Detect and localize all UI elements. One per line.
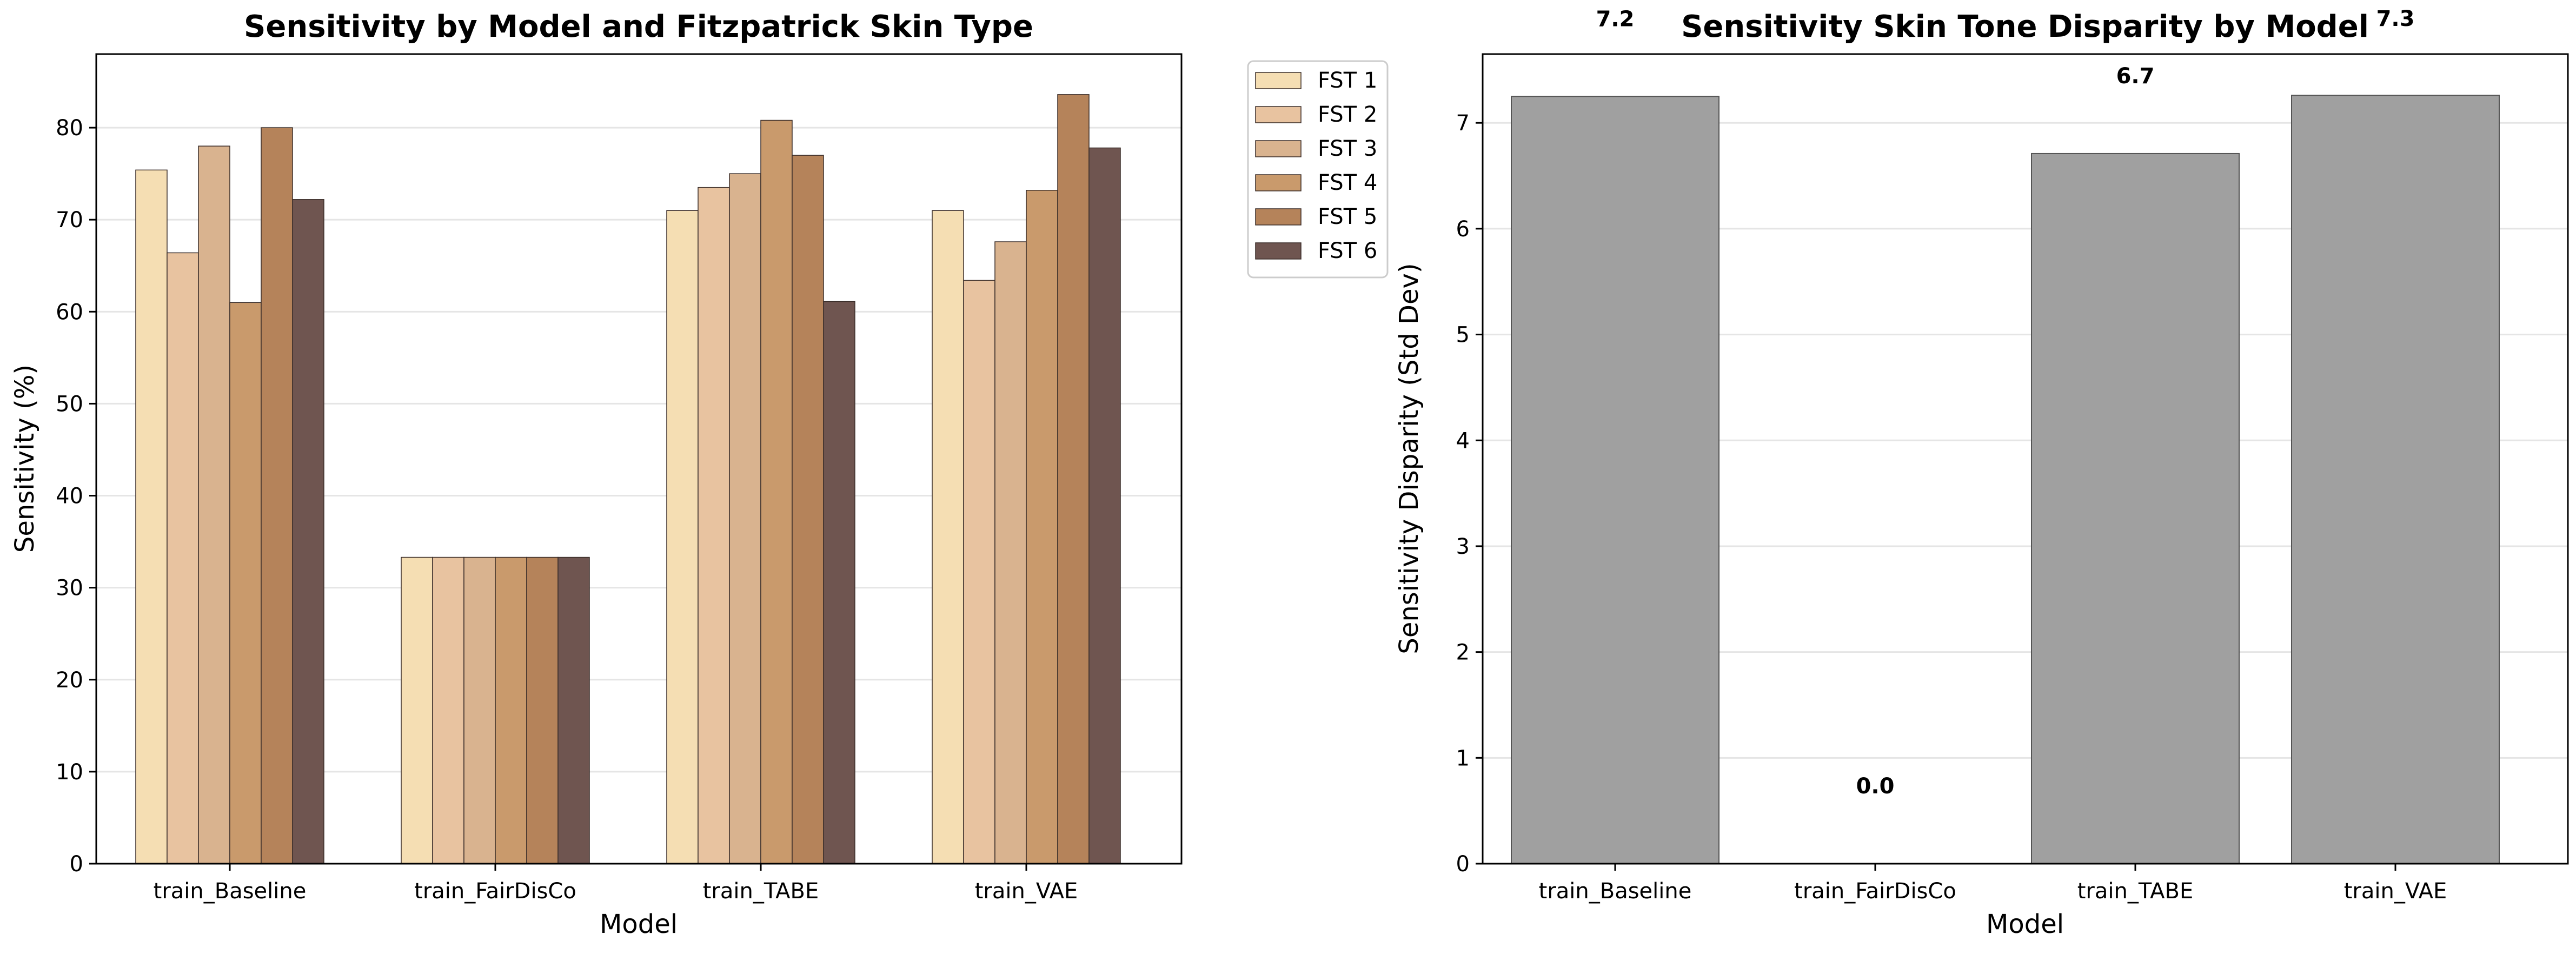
legend-label-fst-2: FST 2 xyxy=(1318,102,1377,127)
bar-train-vae-fst-1 xyxy=(932,210,964,864)
bar-train-vae-fst-4 xyxy=(1026,190,1058,864)
chart1-y-axis-label: Sensitivity (%) xyxy=(10,365,40,553)
chart2-x-axis-ticks: train_Baseline train_FairDisCo train_TABE t… xyxy=(1539,864,2447,904)
chart1-title: Sensitivity by Model and Fitzpatrick Ski… xyxy=(244,9,1033,44)
chart1-y-axis-ticks: 0 10 20 30 40 50 60 70 80 xyxy=(56,116,96,877)
bar-train-fairdisco-fst-3 xyxy=(463,556,496,864)
bar-train-vae-fst-2 xyxy=(963,280,995,864)
bar-train-tabe-fst-2 xyxy=(698,187,730,864)
chart1-x-tick-label: train_TABE xyxy=(703,879,819,904)
chart2-y-tick-label: 4 xyxy=(1456,428,1470,453)
bar-train-baseline-fst-1 xyxy=(135,169,168,864)
chart2-y-tick-label: 0 xyxy=(1456,852,1470,877)
chart2-x-axis-label: Model xyxy=(1986,909,2064,939)
legend-swatch-fst-6 xyxy=(1255,242,1302,260)
chart1-y-tick-label: 80 xyxy=(56,116,83,141)
bar-train-vae-fst-3 xyxy=(994,241,1027,864)
bar-train-vae-fst-5 xyxy=(1057,94,1090,864)
chart1-plot-frame xyxy=(95,53,1183,865)
chart1-y-tick-label: 10 xyxy=(56,760,83,785)
chart2-plot-frame xyxy=(1482,53,2569,865)
chart2-y-axis-label: Sensitivity Disparity (Std Dev) xyxy=(1394,263,1424,654)
chart2-y-tick-label: 2 xyxy=(1456,640,1470,665)
chart2-value-labels: 7.2 0.0 6.7 7.3 xyxy=(1596,6,2415,799)
chart1-x-tick-label: train_FairDisCo xyxy=(414,879,576,904)
value-label-train-vae: 7.3 xyxy=(2376,6,2415,31)
bar-train-tabe-fst-1 xyxy=(666,210,699,864)
chart1-y-tick-label: 20 xyxy=(56,668,83,693)
chart1-y-tick-label: 30 xyxy=(56,576,83,601)
bar-train-baseline-fst-6 xyxy=(292,199,324,864)
value-label-train-tabe: 6.7 xyxy=(2116,64,2155,89)
chart1-y-tick-label: 60 xyxy=(56,300,83,324)
chart2-bars xyxy=(1511,95,2500,865)
bar-train-tabe xyxy=(2031,153,2240,865)
bar-train-baseline-fst-5 xyxy=(261,127,293,864)
chart1-y-tick-label: 70 xyxy=(56,208,83,233)
bar-train-vae-fst-6 xyxy=(1088,147,1121,864)
bar-train-fairdisco-fst-6 xyxy=(557,556,590,864)
bar-train-fairdisco-fst-2 xyxy=(432,556,464,864)
chart1-y-tick-label: 50 xyxy=(56,392,83,416)
legend-label-fst-1: FST 1 xyxy=(1318,68,1377,93)
chart2-y-tick-label: 7 xyxy=(1456,111,1470,136)
legend-label-fst-5: FST 5 xyxy=(1318,204,1377,229)
value-label-train-fairdisco: 0.0 xyxy=(1856,774,1895,799)
bar-train-baseline-fst-2 xyxy=(167,252,199,864)
chart1-y-tick-label: 0 xyxy=(70,852,83,877)
chart1-y-tick-label: 40 xyxy=(56,484,83,509)
chart1-bars xyxy=(135,94,1121,864)
legend-swatch-fst-1 xyxy=(1255,72,1302,89)
chart2-y-tick-label: 5 xyxy=(1456,323,1470,348)
chart2-x-tick-label: train_Baseline xyxy=(1539,879,1692,904)
legend-swatch-fst-5 xyxy=(1255,208,1302,226)
chart2-y-axis-ticks: 0 1 2 3 4 5 6 7 xyxy=(1456,111,1483,877)
legend-label-fst-6: FST 6 xyxy=(1318,239,1377,263)
chart2-x-tick-label: train_TABE xyxy=(2077,879,2194,904)
bar-train-tabe-fst-4 xyxy=(760,120,793,864)
value-label-train-baseline: 7.2 xyxy=(1596,6,1635,31)
bar-train-baseline-fst-4 xyxy=(229,302,262,864)
chart2-y-tick-label: 6 xyxy=(1456,217,1470,242)
bar-train-tabe-fst-3 xyxy=(729,173,761,864)
chart2-y-tick-label: 3 xyxy=(1456,534,1470,559)
chart1-x-tick-label: train_Baseline xyxy=(154,879,307,904)
bar-train-fairdisco-fst-5 xyxy=(526,556,559,864)
chart1-x-tick-label: train_VAE xyxy=(975,879,1078,904)
legend-swatch-fst-2 xyxy=(1255,106,1302,123)
bar-train-tabe-fst-6 xyxy=(823,301,855,864)
legend-label-fst-3: FST 3 xyxy=(1318,136,1377,161)
chart2-title: Sensitivity Skin Tone Disparity by Model xyxy=(1681,9,2369,44)
bar-train-baseline-fst-3 xyxy=(198,145,230,864)
chart1-x-axis-label: Model xyxy=(600,909,678,939)
bar-train-fairdisco-fst-4 xyxy=(495,556,527,864)
bar-train-fairdisco-fst-1 xyxy=(401,556,433,864)
chart1-legend: FST 1 FST 2 FST 3 FST 4 FST 5 FST 6 xyxy=(1247,60,1389,279)
chart2-y-tick-label: 1 xyxy=(1456,746,1470,771)
sensitivity-chart: 0 10 20 30 40 50 60 70 80 train_Baseline train_Fa… xyxy=(10,9,1183,939)
bar-train-tabe-fst-5 xyxy=(792,155,824,864)
bar-train-vae xyxy=(2291,95,2500,865)
legend-label-fst-4: FST 4 xyxy=(1318,170,1377,195)
bar-train-baseline xyxy=(1511,96,1719,864)
chart2-x-tick-label: train_FairDisCo xyxy=(1794,879,1956,904)
legend-swatch-fst-3 xyxy=(1255,140,1302,157)
legend-swatch-fst-4 xyxy=(1255,174,1302,191)
chart1-x-axis-ticks: train_Baseline train_FairDisCo train_TABE t… xyxy=(154,864,1078,904)
chart2-x-tick-label: train_VAE xyxy=(2344,879,2447,904)
